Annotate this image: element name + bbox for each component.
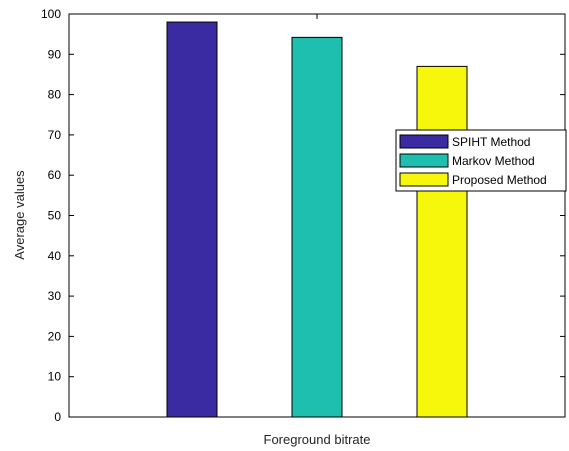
legend-swatch [399, 172, 449, 187]
y-tick-label: 60 [48, 168, 62, 182]
y-tick-label: 50 [48, 209, 62, 223]
y-tick-label: 20 [48, 329, 62, 343]
y-tick-label: 90 [48, 47, 62, 61]
bars [166, 21, 468, 418]
legend-swatch [399, 134, 449, 149]
y-axis-ticks: 0 10 20 30 40 50 60 70 80 90 100 [41, 7, 565, 424]
y-tick-label: 100 [41, 7, 61, 21]
y-tick-label: 40 [48, 249, 62, 263]
x-axis-label: Foreground bitrate [264, 432, 371, 447]
legend-label: SPIHT Method [452, 135, 530, 149]
legend-label: Proposed Method [452, 173, 547, 187]
y-tick-label: 10 [48, 370, 62, 384]
legend-label: Markov Method [452, 154, 535, 168]
bar-1 [166, 21, 218, 418]
y-tick-label: 0 [54, 410, 61, 424]
y-tick-label: 80 [48, 88, 62, 102]
y-tick-label: 30 [48, 289, 62, 303]
y-tick-label: 70 [48, 128, 62, 142]
y-axis-label: Average values [12, 170, 27, 260]
legend: SPIHT Method Markov Method Proposed Method [395, 129, 567, 192]
legend-swatch [399, 153, 449, 168]
bar-3 [416, 65, 468, 418]
bar-2 [291, 36, 343, 418]
